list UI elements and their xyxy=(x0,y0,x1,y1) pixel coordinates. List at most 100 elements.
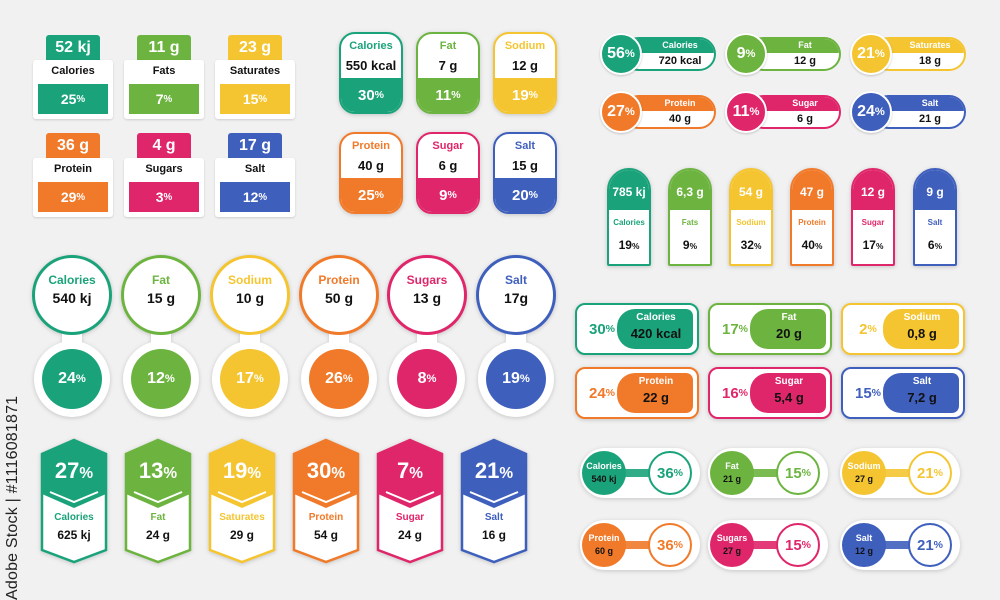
hexagon-chevron xyxy=(49,491,99,504)
arch-label-percent: 9% xyxy=(682,238,698,252)
circle-pill-label: Saturates 18 g 21% xyxy=(850,33,966,75)
arch-label-amount: 6,3 g xyxy=(670,170,710,210)
bordered-pill-label: 24% Protein 22 g xyxy=(575,367,699,419)
circle-pill-band xyxy=(624,39,714,53)
hexagon-name: Calories xyxy=(54,512,94,523)
infinity-link xyxy=(620,469,652,477)
infinity-label: Sugars 27 g 15% xyxy=(708,520,828,570)
bordered-pill-label: 16% Sugar 5,4 g xyxy=(708,367,832,419)
hexagon-shape xyxy=(376,438,444,564)
hexagon-shape xyxy=(208,438,276,564)
stock-credit-text: Adobe Stock | #1116081871 xyxy=(4,395,21,600)
infinity-left: Calories 540 kj xyxy=(582,451,626,495)
hexagon-percent: 30% xyxy=(306,458,346,483)
arch-label-percent: 19% xyxy=(618,238,640,252)
hexagon-amount: 54 g xyxy=(313,528,338,542)
hexagon-shape xyxy=(292,438,360,564)
circle-pill-body: Protein 40 g xyxy=(622,95,716,129)
hexagon-label: 30% Protein 54 g xyxy=(292,438,360,564)
circle-pair-label: Sugars 13 g 8% xyxy=(387,255,467,427)
infinity-name: Salt xyxy=(855,533,873,543)
circle-pill-percent: 11% xyxy=(725,91,767,133)
arch-label: 54 g Sodium 32% xyxy=(729,168,773,266)
circle-pair-name: Sugars xyxy=(406,273,448,287)
circle-pair-amount: 50 g xyxy=(324,290,353,306)
hexagon-amount: 24 g xyxy=(145,528,170,542)
box-label-card: Calories 25% xyxy=(33,60,113,119)
bordered-pill-name: Calories xyxy=(636,312,676,323)
infinity-label: Protein 60 g 36% xyxy=(580,520,700,570)
box-label: 4 g Sugars 3% xyxy=(124,133,204,219)
circle-pill-band xyxy=(624,97,714,111)
hexagon-label: 7% Sugar 24 g xyxy=(376,438,444,564)
hexagon-name: Salt xyxy=(484,512,504,523)
percent-sign: % xyxy=(164,373,175,385)
arch-label: 47 g Protein 40% xyxy=(790,168,834,266)
capsule-label-amount: 12 g xyxy=(511,58,538,73)
hexagon-chevron xyxy=(217,491,267,504)
bordered-pill-inner: 15% Salt 7,2 g xyxy=(847,373,959,413)
circle-pair-percent: 8% xyxy=(397,349,457,409)
percent-sign: % xyxy=(163,93,173,105)
circle-pill-name: Calories xyxy=(662,40,698,50)
capsule-label-percent: 25% xyxy=(341,178,401,212)
bordered-pill-percent: 15% xyxy=(854,384,882,402)
capsule-label-amount: 550 kcal xyxy=(345,58,397,73)
percent-sign: % xyxy=(753,241,762,251)
bordered-pill-percent: 30% xyxy=(588,320,616,338)
percent-sign: % xyxy=(689,241,698,251)
hexagon-chevron xyxy=(301,491,351,504)
box-label-name: Saturates xyxy=(229,65,281,77)
percent-sign: % xyxy=(374,189,385,201)
infinity-amount: 12 g xyxy=(854,546,873,556)
infinity-label: Sodium 27 g 21% xyxy=(840,448,960,498)
percent-sign: % xyxy=(76,93,86,105)
circle-pair-percent: 17% xyxy=(220,349,280,409)
box-label-amount: 36 g xyxy=(46,133,100,158)
percent-sign: % xyxy=(342,373,353,385)
bordered-pill-name: Sugar xyxy=(774,376,804,387)
capsule-label-name: Fat xyxy=(439,40,457,52)
infinity-name: Sodium xyxy=(847,461,881,471)
infinity-left: Protein 60 g xyxy=(582,523,626,567)
box-label-amount: 4 g xyxy=(137,133,191,158)
capsule-label: Sodium 12 g 19% xyxy=(493,32,557,114)
percent-sign: % xyxy=(874,106,885,118)
circle-pair-label: Protein 50 g 26% xyxy=(299,255,379,427)
hexagon-fill xyxy=(378,440,442,508)
circle-pair-name: Fat xyxy=(152,273,170,287)
arch-label-name: Fats xyxy=(681,218,699,227)
infinity-name: Sugars xyxy=(716,533,748,543)
arch-label-percent: 32% xyxy=(740,238,762,252)
circle-pill-percent: 56% xyxy=(600,33,642,75)
circle-pair-percent: 26% xyxy=(309,349,369,409)
box-label: 36 g Protein 29% xyxy=(33,133,113,219)
infinity-link xyxy=(748,469,780,477)
box-label-name: Fats xyxy=(152,65,176,77)
circle-pill-name: Salt xyxy=(921,98,939,108)
infinity-left: Sodium 27 g xyxy=(842,451,886,495)
bordered-pill-label: 15% Salt 7,2 g xyxy=(841,367,965,419)
percent-sign: % xyxy=(258,93,268,105)
infinity-label: Salt 12 g 21% xyxy=(840,520,960,570)
circle-pair-name: Sodium xyxy=(228,273,272,287)
bordered-pill-amount: 5,4 g xyxy=(774,390,804,405)
hexagon-percent: 21% xyxy=(474,458,514,483)
circle-pill-label: Sugar 6 g 11% xyxy=(725,91,841,133)
hexagon-shape xyxy=(460,438,528,564)
box-label-percent: 25% xyxy=(38,84,108,114)
bordered-pill-tag xyxy=(750,309,826,349)
capsule-label: Fat 7 g 11% xyxy=(416,32,480,114)
box-label-card: Protein 29% xyxy=(33,158,113,217)
capsule-label-percent: 20% xyxy=(495,178,555,212)
infinity-amount: 540 kj xyxy=(591,474,617,484)
circle-pill-percent: 21% xyxy=(850,33,892,75)
bordered-pill-tag xyxy=(750,373,826,413)
infinity-left: Fat 21 g xyxy=(710,451,754,495)
circle-pill-percent: 24% xyxy=(850,91,892,133)
percent-sign: % xyxy=(875,241,884,251)
percent-sign: % xyxy=(258,191,268,203)
hexagon-amount: 24 g xyxy=(397,528,422,542)
percent-sign: % xyxy=(624,106,635,118)
hexagon-fill xyxy=(294,440,358,508)
